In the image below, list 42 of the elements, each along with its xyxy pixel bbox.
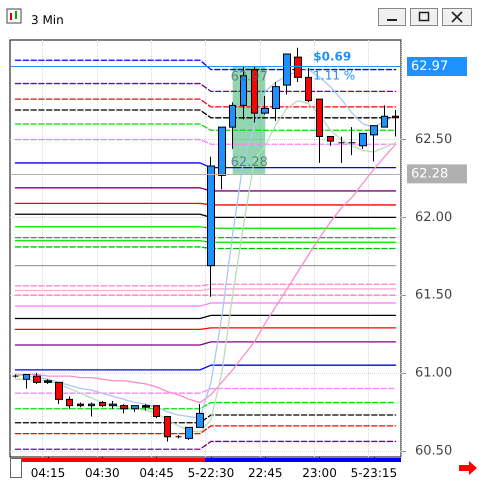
chart-title: 3 Min [31, 13, 64, 27]
candlestick [327, 136, 334, 146]
candlestick [370, 125, 378, 162]
candlestick [66, 396, 73, 410]
candlestick [77, 402, 84, 408]
candlestick [175, 434, 182, 439]
annotation: 1.11 % [313, 68, 356, 82]
candlestick [23, 374, 30, 390]
candlestick [88, 402, 95, 418]
candlestick [153, 405, 160, 419]
candlestick [44, 378, 52, 384]
candlestick [261, 96, 269, 116]
candlestick [12, 374, 19, 378]
y-tick-label: 61.50 [415, 288, 452, 303]
candlestick [218, 126, 226, 190]
candlestick [359, 132, 367, 150]
candlestick [305, 68, 312, 103]
x-tick-label: 04:15 [30, 466, 66, 480]
y-tick-label: 62.50 [415, 132, 452, 148]
y-tick-label: 61.00 [415, 365, 452, 380]
candlestick [109, 400, 117, 410]
candlestick [55, 382, 63, 405]
candlestick [338, 136, 345, 164]
candlestick [348, 126, 356, 156]
candlestick [33, 372, 41, 384]
candlestick [99, 400, 106, 408]
x-tick-label: 5-23:15 [350, 466, 398, 480]
annotation: $0.69 [313, 49, 352, 64]
x-tick-label: 5-22:30 [188, 466, 234, 480]
ref-line-label: 62.97 [411, 58, 448, 74]
candlestick [142, 404, 150, 411]
x-tick-label: 23:00 [302, 466, 337, 480]
x-tick-label: 04:45 [139, 466, 174, 480]
candlestick [185, 426, 193, 440]
y-tick-label: 62.00 [415, 210, 452, 225]
candlestick [131, 405, 139, 412]
x-tick-label: 04:30 [85, 466, 120, 480]
candlestick [120, 404, 128, 414]
x-tick-label: 22:45 [248, 466, 283, 480]
ref-line-label: 62.28 [411, 166, 448, 182]
y-tick-label: 60.50 [415, 443, 452, 458]
candlestick [294, 47, 302, 83]
